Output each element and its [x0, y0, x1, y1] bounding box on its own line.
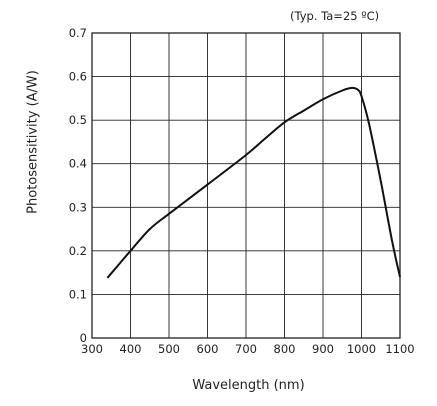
y-tick-label: 0.5: [69, 113, 87, 127]
x-tick-label: 300: [81, 342, 103, 356]
x-tick-label: 700: [235, 342, 257, 356]
plot-frame: [91, 32, 401, 339]
y-axis-label: Photosensitivity (A/W): [25, 70, 41, 214]
x-tick-label: 1100: [385, 342, 414, 356]
x-tick-label: 400: [120, 342, 142, 356]
y-tick-label: 0.6: [69, 70, 87, 84]
y-tick-label: 0: [80, 331, 87, 345]
y-tick-label: 0.2: [69, 244, 87, 258]
y-tick-label: 0.7: [69, 26, 87, 40]
x-tick-label: 600: [197, 342, 219, 356]
photosensitivity-curve: [106, 86, 401, 279]
y-axis-ticks: 0 0.1 0.2 0.3 0.4 0.5 0.6 0.7: [69, 26, 87, 345]
y-tick-label: 0.3: [69, 200, 87, 214]
x-tick-label: 500: [158, 342, 180, 356]
x-tick-label: 900: [312, 342, 334, 356]
x-axis-ticks: 300 400 500 600 700 800 900 1000 1100: [81, 342, 415, 356]
x-tick-label: 800: [274, 342, 296, 356]
x-axis-label: Wavelength (nm): [192, 378, 305, 393]
conditions-note: (Typ. Ta=25 ºC): [290, 9, 380, 23]
y-tick-label: 0.1: [69, 287, 87, 301]
y-tick-label: 0.4: [69, 157, 87, 171]
grid-lines: [92, 33, 400, 338]
x-tick-label: 1000: [347, 342, 376, 356]
